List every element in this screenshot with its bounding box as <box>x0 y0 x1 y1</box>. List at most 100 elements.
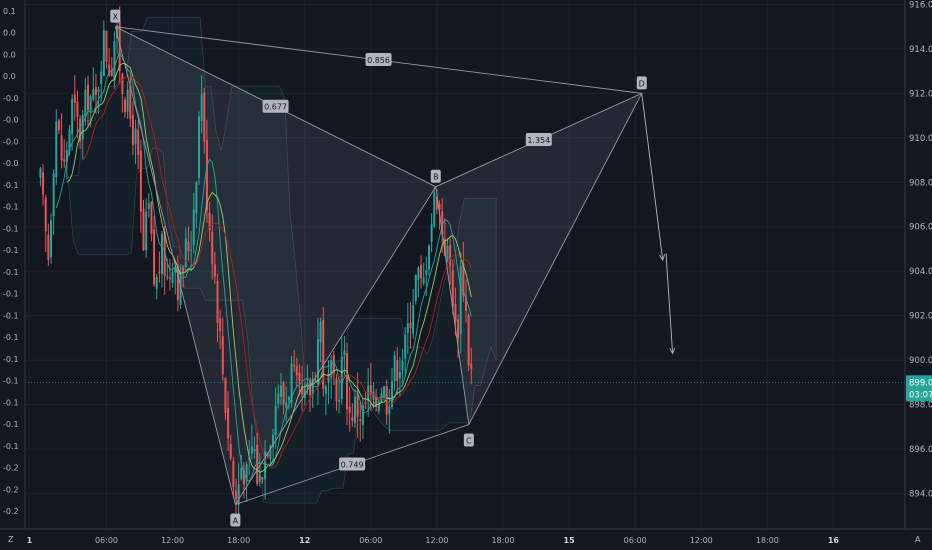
point-label-bg <box>110 9 121 23</box>
projection-arrow <box>665 253 674 354</box>
candle-body <box>153 229 156 285</box>
point-label: B <box>433 173 439 182</box>
y-tick-label: 900.0 <box>909 356 932 366</box>
candle-body <box>454 304 457 322</box>
y-left-tick-label: -0.1 <box>3 246 19 255</box>
candle-body <box>306 383 309 387</box>
x-tick-label: 06:00 <box>359 536 382 545</box>
candle-body <box>269 445 272 459</box>
candle-body <box>258 474 261 483</box>
y-left-tick-label: -0.1 <box>3 268 19 277</box>
point-label: X <box>113 13 119 22</box>
candle-body <box>451 269 454 307</box>
candle-body <box>86 84 89 111</box>
candle-body <box>470 363 473 370</box>
y-left-tick-label: -0.2 <box>3 485 19 494</box>
candle-body <box>361 405 364 425</box>
candle-body <box>261 477 264 480</box>
ratio-label: 1.354 <box>527 136 550 145</box>
candle-body <box>430 224 433 242</box>
candle-body <box>232 460 235 487</box>
candle-body <box>422 277 425 284</box>
candle-body <box>335 378 338 402</box>
x-tick-label: 18:00 <box>756 536 779 545</box>
x-tick-label: 1 <box>27 536 33 545</box>
candle-body <box>441 211 444 235</box>
candle-body <box>377 401 380 412</box>
harmonic-pattern-fill <box>67 16 642 505</box>
candle-body <box>398 371 401 379</box>
candle-body <box>147 203 150 210</box>
y-left-tick-label: -0.1 <box>3 355 19 364</box>
candle-body <box>84 89 87 117</box>
candle-body <box>237 484 240 505</box>
candle-body <box>208 212 211 230</box>
candle-body <box>190 249 193 251</box>
candle-body <box>242 470 245 485</box>
right-axis-unit-label[interactable]: A <box>915 535 921 544</box>
ratio-label-bg <box>339 457 366 471</box>
harmonic-pattern-lines: 0.677 0.749 1.354 0.856 X A B C D <box>110 9 647 527</box>
candle-body <box>438 204 441 210</box>
candle-body <box>129 85 132 119</box>
last-price-badge: 899.0 03:07 <box>906 375 932 402</box>
candle-body <box>462 263 465 296</box>
candle-body <box>356 392 359 417</box>
candle-body <box>60 135 63 161</box>
projection-arrow-head <box>659 254 666 262</box>
candle-body <box>184 238 187 268</box>
candle-body <box>245 464 248 481</box>
ma-fast <box>55 50 472 482</box>
candle-body <box>459 265 462 334</box>
candle-body <box>118 20 121 72</box>
ratio-label-bg <box>365 53 392 67</box>
candle-body <box>427 245 430 270</box>
candle-body <box>375 395 378 408</box>
candle-body <box>467 315 470 366</box>
candle-body <box>126 89 129 112</box>
point-label: A <box>233 517 239 526</box>
candle-body <box>338 400 341 402</box>
y-tick-label: 904.0 <box>909 267 932 277</box>
y-left-tick-label: 0.0 <box>3 50 16 59</box>
candle-body <box>71 99 74 135</box>
x-tick-label: 12:00 <box>425 536 448 545</box>
candle-body <box>176 264 179 301</box>
candle-body <box>145 211 148 251</box>
candle-body <box>166 276 169 278</box>
y-left-tick-label: -0.0 <box>3 94 19 103</box>
candle-body <box>113 40 116 81</box>
candle-body <box>137 130 140 155</box>
candle-body <box>282 382 285 405</box>
candle-body <box>235 490 238 500</box>
candle-body <box>446 246 449 261</box>
candle-body <box>65 150 68 163</box>
candle-body <box>435 196 438 210</box>
candle-body <box>79 118 82 142</box>
candle-body <box>287 396 290 401</box>
candle-body <box>195 182 198 214</box>
y-left-tick-label: -0.1 <box>3 442 19 451</box>
y-left-tick-label: 0.0 <box>3 29 16 38</box>
y-axis-right-ticks: 894.0 896.0 898.0 900.0 902.0 904.0 906.0 908.0… <box>909 0 932 499</box>
candle-body <box>55 121 58 178</box>
candle-body <box>406 323 409 334</box>
candle-body <box>179 272 182 306</box>
candle-body <box>330 360 333 378</box>
candle-body <box>158 271 161 273</box>
candle-body <box>110 69 113 76</box>
y-tick-label: 898.0 <box>909 401 932 411</box>
y-left-tick-label: -0.1 <box>3 203 19 212</box>
candle-body <box>198 116 201 179</box>
candle-body <box>39 168 42 178</box>
candle-body <box>224 377 227 414</box>
y-left-tick-label: -0.0 <box>3 116 19 125</box>
candle-body <box>250 446 253 454</box>
candle-body <box>266 453 269 457</box>
x-tick-label: 18:00 <box>227 536 250 545</box>
y-left-tick-label: -0.2 <box>3 507 19 516</box>
candle-body <box>205 139 208 211</box>
svg-text:03:07: 03:07 <box>909 390 932 400</box>
ratio-label: 0.749 <box>341 461 364 470</box>
candle-body <box>433 192 436 227</box>
